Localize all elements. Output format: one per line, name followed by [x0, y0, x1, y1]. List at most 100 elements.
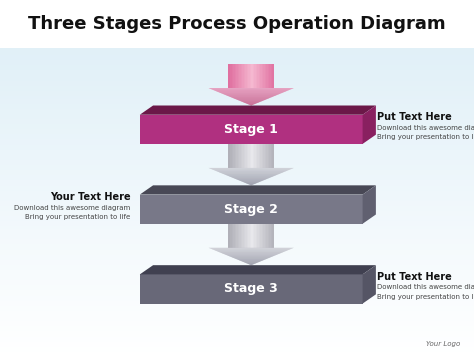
Bar	[0, 347, 474, 350]
Bar	[0, 299, 474, 301]
Bar	[271, 224, 273, 248]
Bar	[0, 61, 474, 63]
Bar	[268, 64, 269, 88]
Bar	[250, 224, 251, 248]
Bar	[0, 104, 474, 107]
Bar	[239, 224, 241, 248]
Bar	[0, 235, 474, 237]
Bar	[0, 289, 474, 291]
Polygon shape	[228, 96, 274, 97]
Bar	[0, 219, 474, 222]
Bar	[248, 144, 250, 168]
Bar	[0, 53, 474, 56]
Bar	[0, 97, 474, 99]
Bar	[0, 171, 474, 173]
Bar	[0, 63, 474, 66]
Polygon shape	[238, 100, 264, 101]
Bar	[246, 64, 248, 88]
Bar	[0, 281, 474, 283]
Bar	[262, 64, 264, 88]
Polygon shape	[224, 174, 278, 175]
Bar	[0, 76, 474, 78]
Polygon shape	[244, 262, 258, 263]
Bar	[251, 224, 253, 248]
Bar	[251, 64, 253, 88]
Bar	[0, 232, 474, 235]
Bar	[0, 158, 474, 160]
Bar	[231, 144, 233, 168]
Bar	[262, 144, 264, 168]
Polygon shape	[211, 89, 291, 90]
Bar	[0, 224, 474, 227]
Bar	[0, 204, 474, 207]
Polygon shape	[240, 101, 263, 102]
Bar	[0, 212, 474, 214]
Bar	[0, 255, 474, 258]
Bar	[0, 268, 474, 271]
Polygon shape	[248, 184, 254, 185]
Text: Stage 2: Stage 2	[224, 203, 278, 215]
Bar	[239, 144, 241, 168]
Polygon shape	[231, 177, 271, 178]
Bar	[228, 64, 230, 88]
Bar	[0, 127, 474, 130]
Bar	[257, 64, 259, 88]
Bar	[259, 144, 260, 168]
Bar	[0, 92, 474, 94]
Bar	[0, 324, 474, 327]
Bar	[0, 209, 474, 212]
Bar	[244, 144, 245, 168]
Polygon shape	[244, 182, 258, 183]
Bar	[250, 64, 251, 88]
Bar	[257, 224, 259, 248]
Bar	[0, 207, 474, 209]
Text: Download this awesome diagram: Download this awesome diagram	[14, 204, 130, 211]
Bar	[0, 130, 474, 132]
Bar	[271, 144, 273, 168]
Bar	[245, 64, 246, 88]
Polygon shape	[236, 179, 267, 180]
Polygon shape	[234, 178, 268, 179]
Bar	[0, 247, 474, 250]
Text: Put Text Here: Put Text Here	[377, 112, 452, 122]
Bar	[0, 114, 474, 117]
Bar	[0, 337, 474, 340]
Text: Put Text Here: Put Text Here	[377, 272, 452, 282]
Bar	[0, 273, 474, 276]
Bar	[0, 102, 474, 104]
Bar	[257, 144, 259, 168]
Bar	[0, 196, 474, 199]
Bar	[266, 144, 268, 168]
Bar	[0, 117, 474, 120]
Bar	[0, 155, 474, 158]
Bar	[0, 109, 474, 112]
Bar	[0, 145, 474, 148]
Bar	[140, 274, 363, 304]
Bar	[273, 224, 274, 248]
Polygon shape	[219, 92, 284, 93]
Bar	[0, 345, 474, 347]
Polygon shape	[220, 252, 283, 253]
Polygon shape	[241, 261, 261, 262]
Bar	[0, 329, 474, 332]
Bar	[233, 224, 235, 248]
Polygon shape	[219, 172, 284, 173]
Bar	[253, 64, 254, 88]
Polygon shape	[363, 105, 376, 144]
Bar	[0, 350, 474, 353]
Bar	[250, 144, 251, 168]
Text: Three Stages Process Operation Diagram: Three Stages Process Operation Diagram	[28, 15, 446, 33]
Bar	[268, 224, 269, 248]
Bar	[0, 278, 474, 281]
Bar	[0, 176, 474, 179]
Bar	[260, 144, 262, 168]
Polygon shape	[234, 258, 268, 259]
Bar	[273, 144, 274, 168]
Bar	[266, 224, 268, 248]
Bar	[264, 144, 265, 168]
Bar	[237, 64, 239, 88]
Bar	[246, 144, 248, 168]
Polygon shape	[246, 183, 257, 184]
Bar	[0, 181, 474, 184]
Bar	[0, 301, 474, 304]
